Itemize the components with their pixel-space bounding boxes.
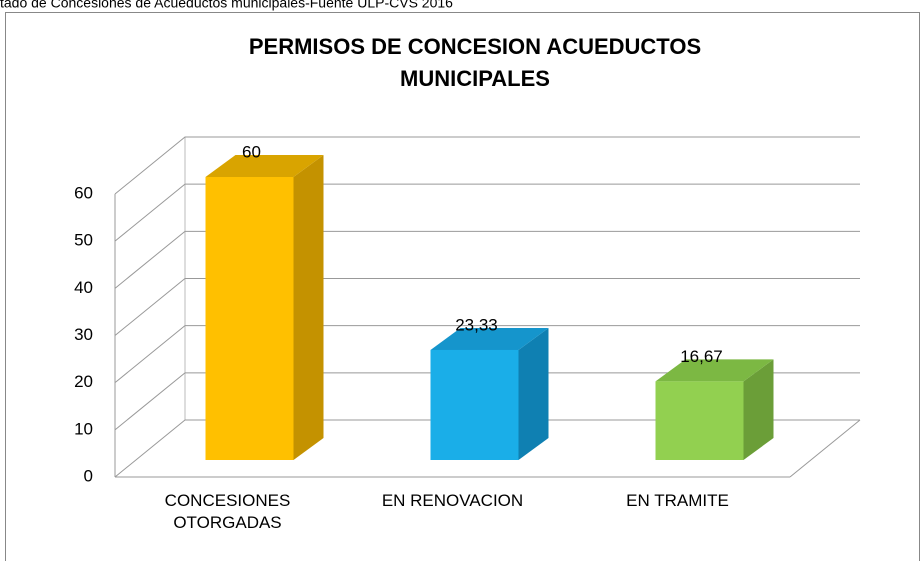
bar-side (518, 327, 549, 460)
bar (655, 381, 744, 460)
grid-line (114, 136, 860, 195)
y-tick-label: 30 (74, 325, 93, 344)
caption: tado de Concesiones de Acueductos munici… (0, 0, 453, 11)
grid-line (114, 278, 860, 336)
value-label: 60 (242, 142, 261, 161)
y-tick-label: 50 (74, 231, 93, 250)
bar-top (205, 155, 324, 177)
chart-title: PERMISOS DE CONCESION ACUEDUCTOS (249, 34, 701, 59)
floor-edge (789, 419, 861, 478)
grid-line (114, 183, 860, 242)
grid-line (114, 419, 860, 478)
x-tick-label: EN RENOVACION (381, 491, 524, 510)
value-label: 16,67 (680, 347, 723, 366)
x-tick-label: CONCESIONES OTORGADAS (164, 491, 291, 532)
grid-line (114, 230, 860, 289)
bar-top (430, 327, 549, 350)
bar-top (655, 359, 774, 382)
bar-side (743, 359, 774, 460)
grid-line (114, 372, 860, 431)
bar (205, 177, 294, 460)
y-tick-label: 10 (74, 419, 93, 438)
bar-side (293, 155, 324, 460)
chart-title: MUNICIPALES (400, 66, 550, 91)
chart-frame (5, 12, 920, 561)
y-tick-label: 20 (74, 372, 93, 391)
value-label: 23,33 (455, 315, 498, 334)
x-tick-label: EN TRAMITE (626, 491, 729, 510)
y-tick-label: 60 (74, 183, 93, 202)
bar (430, 349, 519, 460)
y-tick-label: 40 (74, 278, 93, 297)
y-tick-label: 0 (84, 466, 93, 485)
grid-line (114, 325, 860, 384)
